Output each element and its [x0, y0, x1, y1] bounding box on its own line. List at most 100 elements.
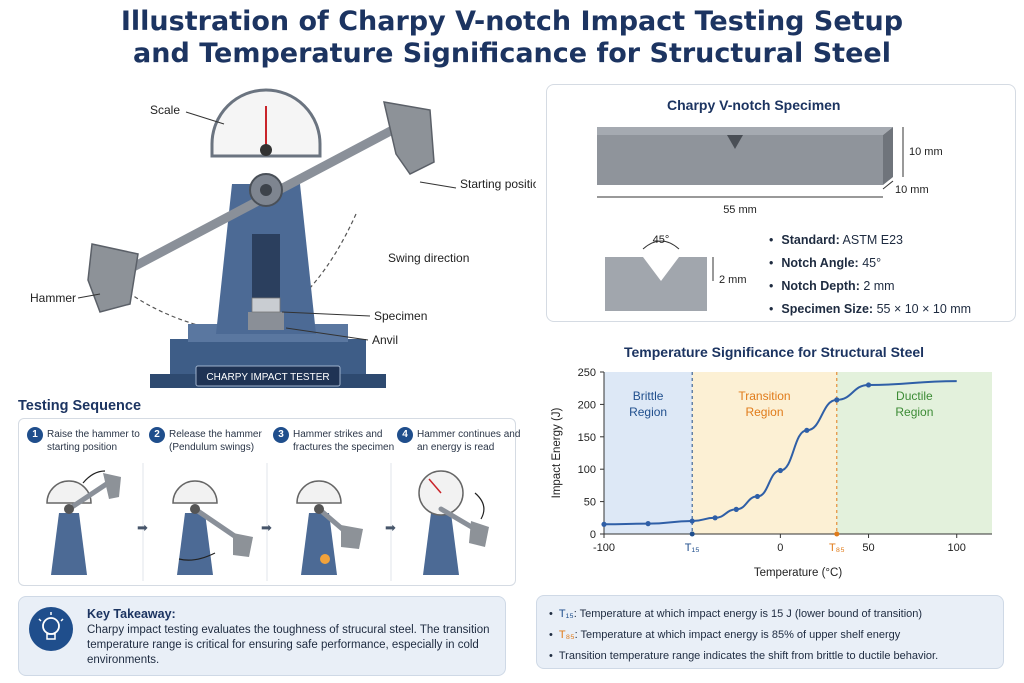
- notes-panel: T₁₅: Temperature at which impact energy …: [536, 595, 1004, 669]
- step-text: Hammer strikes and fractures the specime…: [293, 429, 395, 453]
- y-tick-label: 250: [578, 367, 596, 379]
- chart-region: [692, 372, 837, 534]
- step-number: 1: [27, 427, 43, 443]
- data-point: [777, 467, 783, 474]
- data-point: [804, 427, 810, 433]
- sequence-arrow: ➡: [137, 520, 148, 535]
- region-label: Ductile: [896, 389, 933, 403]
- notch-angle: 45°: [653, 234, 670, 246]
- key-takeaway-panel: Key Takeaway: Charpy impact testing eval…: [18, 596, 506, 676]
- pendulum-pivot-center: [260, 184, 272, 196]
- depth-dim: 2 mm: [719, 274, 747, 286]
- data-point: [754, 493, 761, 500]
- region-label: Region: [895, 405, 933, 419]
- region-label: Region: [629, 405, 667, 419]
- spec-item: Specimen Size: 55 × 10 × 10 mm: [769, 298, 971, 321]
- label-anvil: Anvil: [372, 333, 398, 347]
- sequence-panel: 1 Raise the hammer to starting position …: [18, 418, 520, 586]
- data-point: [645, 521, 651, 527]
- region-label: Region: [745, 405, 783, 419]
- sequence-heading: Testing Sequence: [18, 398, 142, 414]
- spec-list: Standard: ASTM E23 Notch Angle: 45° Notc…: [769, 229, 971, 321]
- spec-item: Notch Depth: 2 mm: [769, 275, 971, 298]
- data-point: [712, 515, 718, 521]
- tester-plate: [195, 365, 341, 387]
- takeaway-title: Key Takeaway:: [87, 607, 176, 621]
- data-point: [733, 506, 739, 512]
- marker-label: T₈₅: [829, 542, 845, 554]
- label-hammer: Hammer: [30, 291, 76, 305]
- tester-plate-text: CHARPY IMPACT TESTER: [206, 372, 329, 383]
- y-tick-label: 150: [578, 432, 596, 444]
- charpy-tester-illustration: Scale Starting position Swing direction …: [30, 88, 536, 388]
- specimen-drawing: 55 mm 10 mm 10 mm 45° 2 mm: [597, 127, 943, 311]
- sequence-arrow: ➡: [261, 520, 272, 535]
- step-4-illustration: [418, 470, 489, 575]
- impact-energy-chart: Brittle Region Transition Region Ductile Regi…: [551, 367, 992, 579]
- notch-angle-arc: [642, 240, 680, 250]
- takeaway-text: Charpy impact testing evaluates the toug…: [87, 624, 490, 666]
- hammer-head: [87, 243, 139, 313]
- note-t15: T₁₅: Temperature at which impact energy …: [549, 604, 938, 625]
- spec-item: Notch Angle: 45°: [769, 252, 971, 275]
- y-tick-label: 50: [584, 497, 596, 509]
- starting-hammer-head: [383, 101, 435, 175]
- title-line-1: Illustration of Charpy V-notch Impact Te…: [120, 6, 904, 37]
- x-tick-label: 50: [862, 542, 874, 554]
- step-number: 3: [273, 427, 289, 443]
- anvil-leader: [285, 327, 369, 341]
- gauge-pivot: [260, 144, 272, 156]
- step-text: Raise the hammer to starting position: [47, 429, 140, 453]
- specimen-leader: [281, 311, 371, 317]
- x-tick-label: 0: [777, 542, 783, 554]
- note-range: Transition temperature range indicates t…: [549, 646, 938, 667]
- chart-region: [836, 372, 992, 534]
- notes-list: T₁₅: Temperature at which impact energy …: [549, 604, 938, 667]
- notch-detail: [605, 257, 707, 311]
- chart-title: Temperature Significance for Structural …: [624, 344, 925, 360]
- note-t85: T₈₅: Temperature at which impact energy …: [549, 625, 938, 646]
- specimen-notch: [727, 135, 743, 149]
- step-number: 2: [149, 427, 165, 443]
- scale-leader: [185, 111, 225, 125]
- x-tick-label: -100: [593, 542, 615, 554]
- height-dim: 10 mm: [909, 146, 943, 158]
- x-axis-label: Temperature (°C): [754, 567, 842, 579]
- marker-dot: [834, 531, 840, 537]
- chart-region: [604, 372, 693, 534]
- sequence-arrow: ➡: [385, 520, 396, 535]
- specimen-piece: [251, 297, 281, 313]
- start-leader: [419, 181, 457, 189]
- specimen-bar-top: [597, 127, 893, 135]
- spec-item: Standard: ASTM E23: [769, 229, 971, 252]
- y-tick-label: 0: [590, 529, 596, 541]
- width-dim: 10 mm: [895, 184, 929, 196]
- page-title: Illustration of Charpy V-notch Impact Te…: [0, 6, 1024, 70]
- label-swing-direction: Swing direction: [388, 251, 469, 265]
- anvil-block: [248, 312, 284, 330]
- length-dim: 55 mm: [723, 204, 757, 216]
- region-label: Brittle: [633, 389, 664, 403]
- step-number: 4: [397, 427, 413, 443]
- step-text: Release the hammer (Pendulum swings): [169, 429, 262, 453]
- marker-label: T₁₅: [685, 542, 700, 554]
- marker-dot: [689, 531, 695, 537]
- specimen-heading: Charpy V-notch Specimen: [667, 97, 841, 113]
- y-tick-label: 100: [578, 464, 596, 476]
- step-text: Hammer continues and an energy is read: [417, 429, 521, 453]
- width-dim-line: [882, 180, 894, 190]
- specimen-panel: Charpy V-notch Specimen 55 mm 10 mm 10 m…: [546, 84, 1016, 322]
- temperature-chart-panel: Temperature Significance for Structural …: [546, 338, 1016, 584]
- specimen-bar-side: [883, 127, 893, 185]
- x-tick-label: 100: [948, 542, 966, 554]
- swing-direction-arc: [265, 213, 357, 325]
- label-starting-position: Starting position: [460, 177, 536, 191]
- hammer-leader: [77, 293, 101, 299]
- label-specimen: Specimen: [374, 309, 427, 323]
- data-point: [865, 382, 872, 388]
- specimen-bar-front: [597, 135, 883, 185]
- step-3-illustration: [296, 480, 363, 575]
- y-axis-label: Impact Energy (J): [551, 407, 563, 498]
- lightbulb-icon: [29, 607, 73, 651]
- title-line-2: and Temperature Significance for Structu…: [133, 38, 891, 69]
